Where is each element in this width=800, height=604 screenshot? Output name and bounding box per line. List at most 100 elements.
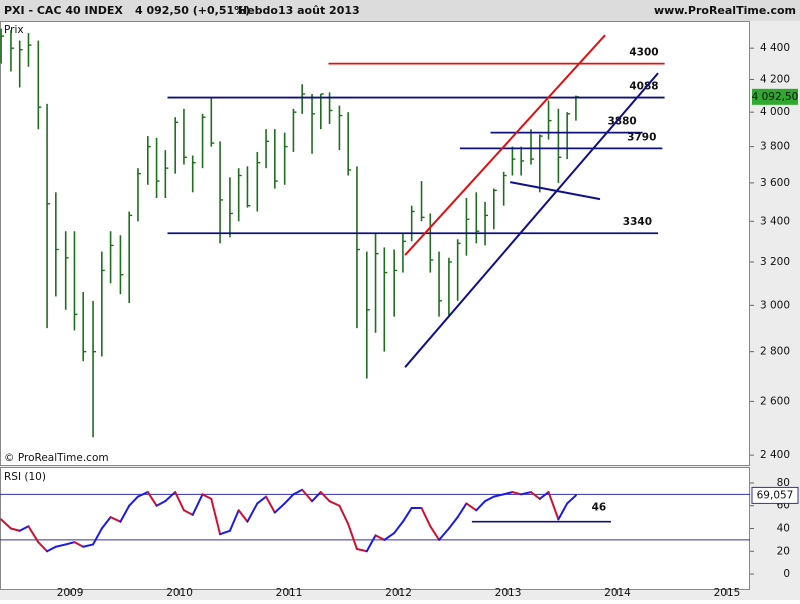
rsi-line xyxy=(502,491,514,496)
rsi-line xyxy=(393,520,404,535)
rsi-line xyxy=(174,491,185,512)
rsi-line xyxy=(273,502,286,514)
rsi-line xyxy=(566,494,577,505)
symbol: PXI - CAC 40 INDEX xyxy=(4,4,123,17)
y-tick-label: 4 400 xyxy=(760,42,790,54)
level-label: 4088 xyxy=(629,81,658,93)
y-tick-label: 40 xyxy=(777,523,790,535)
rsi-line xyxy=(73,541,85,548)
rsi-panel xyxy=(0,467,750,590)
rsi-line xyxy=(301,488,314,503)
rsi-line xyxy=(155,500,167,507)
x-tick-label: 2013 xyxy=(495,587,522,599)
rsi-line xyxy=(365,534,377,553)
rsi-line xyxy=(92,527,103,546)
rsi-line xyxy=(429,525,441,541)
rsi-line xyxy=(283,493,295,505)
footer: © ProRealTime.com xyxy=(4,452,109,464)
rsi-line xyxy=(246,502,259,523)
rsi-line xyxy=(191,493,204,516)
rsi-line xyxy=(119,504,131,523)
x-tick-label: 2011 xyxy=(276,587,303,599)
rsi-line xyxy=(82,543,95,548)
rsi-line xyxy=(109,516,122,523)
y-label: Prix xyxy=(4,24,24,36)
x-tick-label: 2015 xyxy=(714,587,741,599)
x-tick-label: 2009 xyxy=(57,587,84,599)
rsi-line xyxy=(347,522,358,550)
rsi-line xyxy=(438,527,450,541)
rsi-line xyxy=(328,500,341,507)
trend-line xyxy=(510,181,601,201)
title-bar xyxy=(0,0,800,21)
rsi-line xyxy=(511,491,523,496)
rsi-line xyxy=(292,488,304,496)
rsi-line xyxy=(520,491,533,496)
x-tick-label: 2010 xyxy=(166,587,193,599)
y-tick-label: 3 400 xyxy=(760,215,790,227)
rsi-line xyxy=(311,491,322,503)
rsi-line xyxy=(237,509,249,523)
level-label: 3790 xyxy=(627,131,656,143)
rsi-line xyxy=(210,497,222,536)
rsi-line xyxy=(0,518,12,530)
trend-line xyxy=(404,34,606,256)
rsi-line xyxy=(338,504,350,525)
rsi-line xyxy=(355,548,368,553)
rsi-line xyxy=(136,491,149,498)
y-tick-label: 20 xyxy=(777,545,790,557)
rsi-line xyxy=(146,491,158,507)
y-tick-label: 3 000 xyxy=(760,299,790,311)
trend-line xyxy=(404,72,659,368)
rsi-line xyxy=(46,545,57,553)
y-tick-label: 2 400 xyxy=(760,449,790,461)
rsi-line xyxy=(201,493,213,500)
rsi-line xyxy=(265,495,276,514)
y-tick-label: 4 000 xyxy=(760,106,790,118)
y-tick-label: 80 xyxy=(777,477,790,489)
last-price-box xyxy=(752,88,798,105)
rsi-line xyxy=(54,543,67,548)
rsi-line xyxy=(27,525,40,544)
x-tick-label: 2012 xyxy=(385,587,412,599)
rsi-line xyxy=(37,541,49,553)
last-rsi-label: 69,057 xyxy=(757,489,794,501)
quote: 4 092,50 (+0,51%) xyxy=(135,4,250,17)
rsi-line xyxy=(374,534,386,541)
rsi-line xyxy=(401,507,413,523)
rsi-line xyxy=(420,507,432,528)
level-label: 3340 xyxy=(623,216,652,228)
y-tick-label: 3 200 xyxy=(760,256,790,268)
last-rsi-box xyxy=(751,486,799,504)
rsi-line xyxy=(456,502,468,519)
rsi-line xyxy=(319,491,331,503)
rsi-line xyxy=(219,529,231,536)
rsi-title: RSI (10) xyxy=(4,471,46,483)
y-tick-label: 3 600 xyxy=(760,177,790,189)
rsi-line xyxy=(475,500,487,512)
rsi-line xyxy=(492,493,505,498)
rsi-line xyxy=(256,495,268,505)
rsi-line xyxy=(64,541,76,546)
y-tick-label: 2 600 xyxy=(760,395,790,407)
y-tick-label: 3 800 xyxy=(760,141,790,153)
site[interactable]: www.ProRealTime.com xyxy=(654,4,796,17)
rsi-line xyxy=(228,509,240,532)
y-tick-label: 4 200 xyxy=(760,73,790,85)
rsi-line xyxy=(547,491,560,521)
rsi-line xyxy=(9,527,21,532)
rsi-line xyxy=(128,495,139,507)
y-tick-label: 0 xyxy=(783,568,790,580)
rsi-line xyxy=(557,502,569,521)
period: Hebdo xyxy=(238,4,278,17)
rsi-line xyxy=(465,502,478,512)
rsi-line xyxy=(18,525,30,532)
x-tick-label: 2014 xyxy=(604,587,631,599)
level-label: 4300 xyxy=(629,47,658,59)
y-tick-label: 2 800 xyxy=(760,346,790,358)
level-label: 46 xyxy=(592,502,607,514)
rsi-line xyxy=(100,516,112,530)
rsi-line xyxy=(530,491,541,500)
